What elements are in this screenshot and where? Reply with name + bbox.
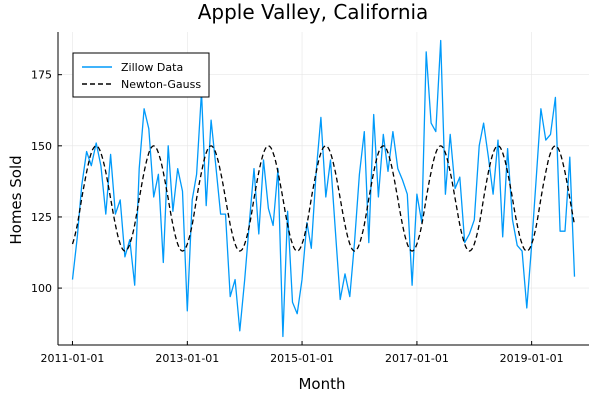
- series-group: [71, 39, 576, 338]
- x-ticks: 2011-01-01 2013-01-01 2015-01-01 2017-01-01…: [40, 352, 563, 365]
- y-ticks: 100 125 150 175: [31, 69, 52, 295]
- x-axis-label: Month: [298, 375, 345, 393]
- y-tick-label: 125: [31, 211, 52, 224]
- x-tick-label: 2017-01-01: [385, 352, 449, 365]
- y-tick-label: 100: [31, 282, 52, 295]
- series-line-newton-gauss: [71, 145, 576, 252]
- legend-label-zillow-data: Zillow Data: [121, 61, 183, 74]
- legend-label-newton-gauss: Newton-Gauss: [121, 78, 201, 91]
- y-tick-label: 175: [31, 69, 52, 82]
- y-axis-label: Homes Sold: [7, 155, 25, 244]
- y-tick-label: 150: [31, 140, 52, 153]
- x-tick-label: 2011-01-01: [40, 352, 104, 365]
- x-tick-label: 2015-01-01: [270, 352, 334, 365]
- series-line-zillow-data: [71, 39, 576, 338]
- chart-title: Apple Valley, California: [198, 0, 429, 24]
- x-tick-label: 2013-01-01: [155, 352, 219, 365]
- legend-box: [72, 52, 210, 98]
- x-tick-label: 2019-01-01: [500, 352, 564, 365]
- axes: [57, 32, 589, 346]
- legend: Zillow Data Newton-Gauss: [72, 52, 210, 98]
